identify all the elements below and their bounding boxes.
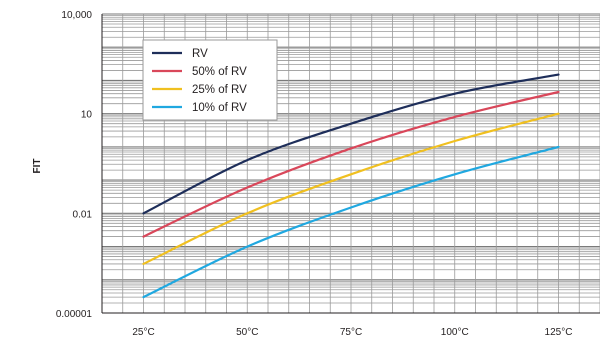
axes — [101, 14, 600, 314]
x-tick-label: 75°C — [340, 327, 362, 337]
series-line — [142, 145, 560, 299]
y-axis-label: FIT — [32, 159, 43, 174]
y-tick-label: 0.01 — [73, 209, 93, 220]
x-tick-label: 25°C — [132, 327, 154, 337]
legend-label: RV — [192, 48, 208, 60]
y-tick-label: 0.00001 — [56, 309, 93, 320]
legend-label: 10% of RV — [192, 102, 247, 114]
legend-items: RV 50% of RV 25% of RV 10% of RV — [152, 48, 247, 114]
y-tick-label: 10,000 — [61, 10, 92, 21]
series-line — [142, 112, 560, 265]
series-line — [142, 90, 560, 238]
legend-label: 25% of RV — [192, 84, 247, 96]
legend-label: 50% of RV — [192, 66, 247, 78]
y-tick-labels: 10,000 10 0.01 0.00001 — [56, 10, 93, 320]
x-tick-labels: 25°C 50°C 75°C 100°C 125°C — [132, 327, 572, 337]
series-lines — [142, 73, 560, 299]
x-tick-label: 125°C — [545, 327, 573, 337]
x-tick-label: 50°C — [236, 327, 258, 337]
y-tick-label: 10 — [81, 110, 93, 121]
x-tick-label: 100°C — [441, 327, 469, 337]
legend: RV 50% of RV 25% of RV 10% of RV — [142, 39, 278, 121]
series-line — [142, 73, 560, 215]
